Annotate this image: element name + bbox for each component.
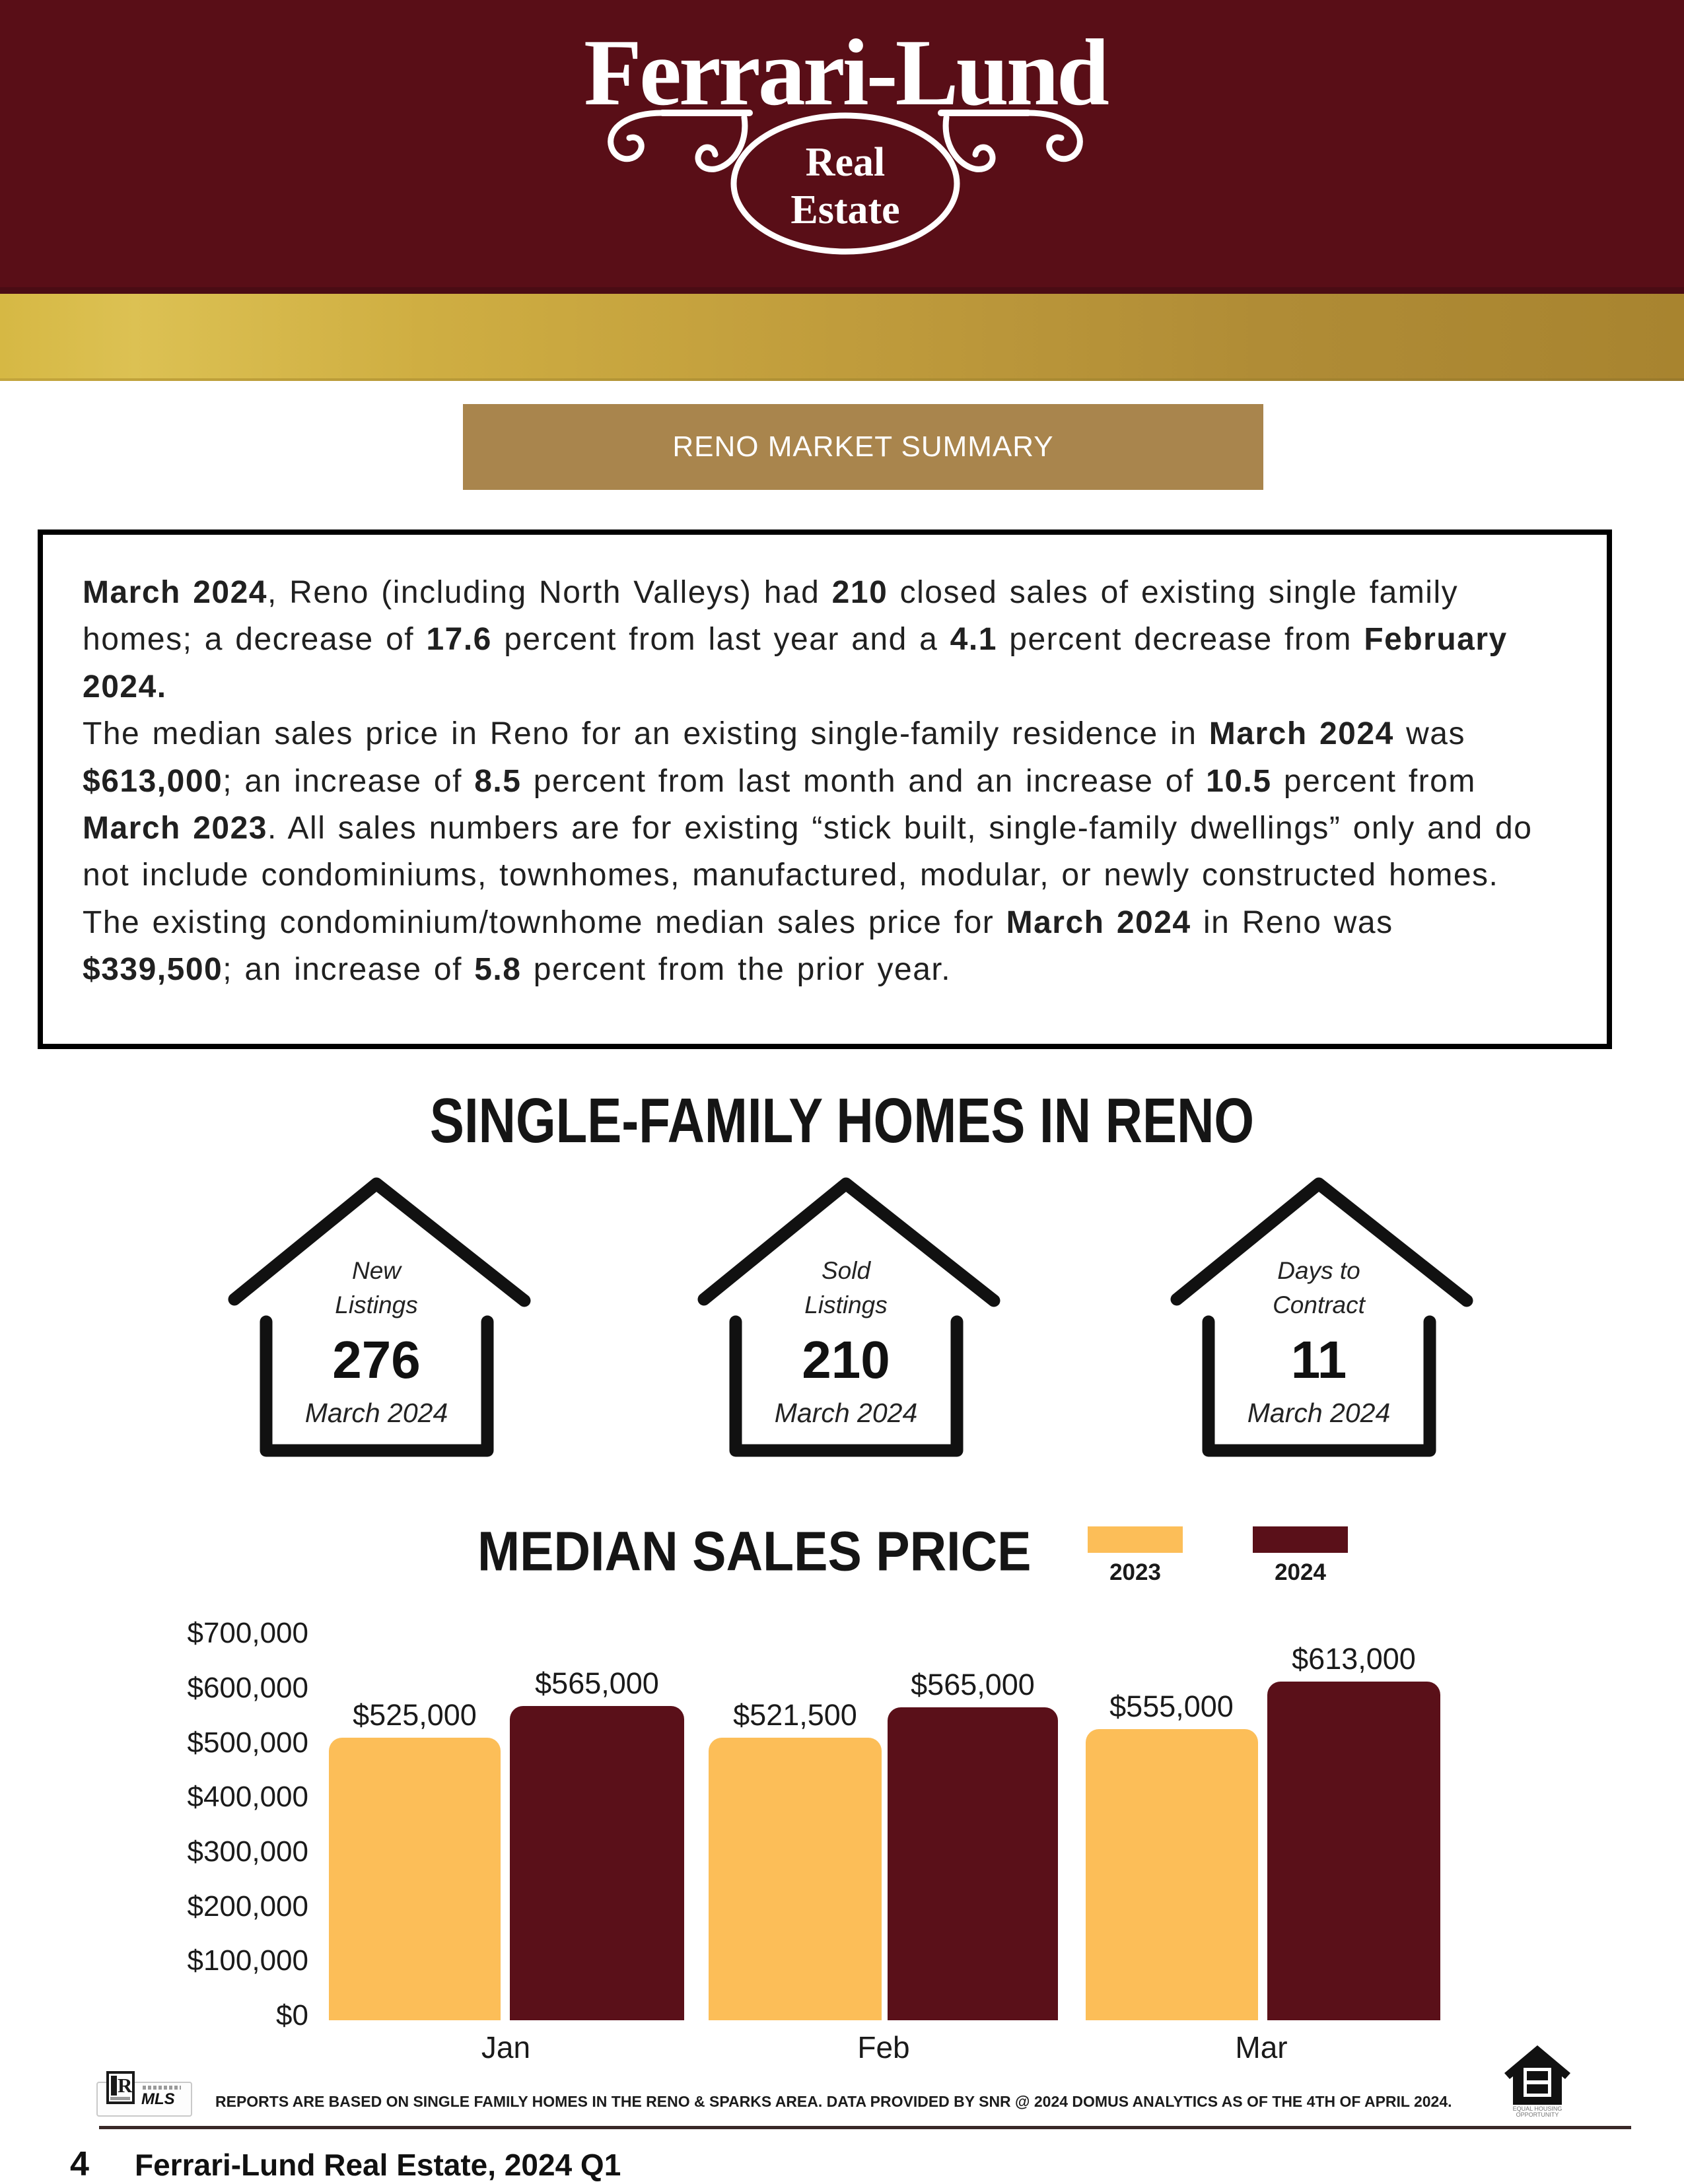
svg-text:Ferrari-Lund: Ferrari-Lund [584,20,1109,125]
svg-text:Real: Real [806,140,886,185]
svg-text:EQUAL HOUSING: EQUAL HOUSING [1513,2105,1562,2112]
svg-text:Estate: Estate [790,188,899,232]
svg-text:OPPORTUNITY: OPPORTUNITY [1516,2111,1559,2118]
